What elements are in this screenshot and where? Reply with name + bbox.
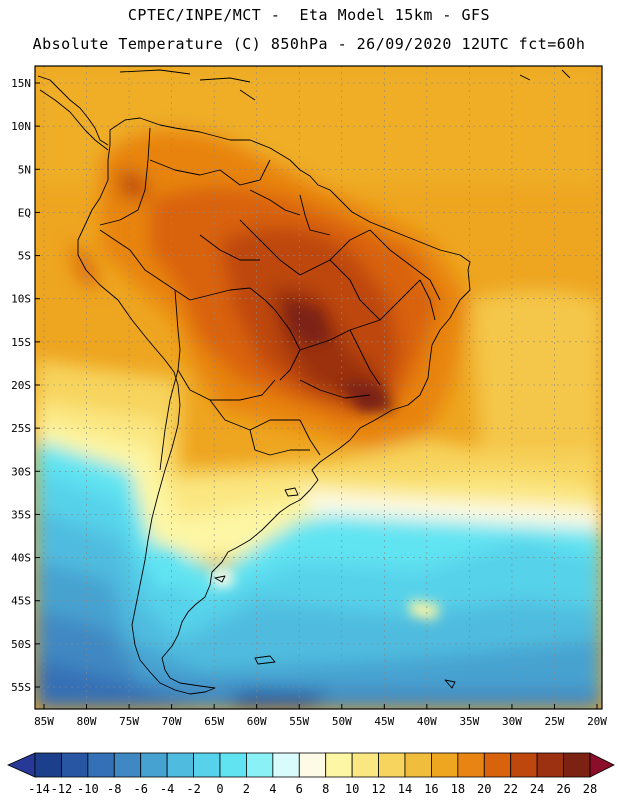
lat-tick-label: 40S: [11, 552, 31, 565]
colorbar-swatch: [246, 752, 274, 778]
colorbar-swatch: [378, 752, 406, 778]
colorbar-label: 12: [371, 782, 385, 796]
lat-tick-label: 35S: [11, 508, 31, 521]
colorbar-label: 0: [216, 782, 223, 796]
colorbar-over-arrow: [589, 752, 615, 778]
lat-tick-label: 55S: [11, 681, 31, 694]
colorbar-label: 10: [345, 782, 359, 796]
lat-tick-label: 45S: [11, 595, 31, 608]
lat-tick-label: 15S: [11, 336, 31, 349]
lat-tick-label: 25S: [11, 422, 31, 435]
colorbar-swatch: [298, 752, 327, 778]
colorbar-label: 22: [503, 782, 517, 796]
colorbar-label: 8: [322, 782, 329, 796]
colorbar-swatch: [166, 752, 194, 778]
colorbar-label: -4: [160, 782, 174, 796]
lon-tick-label: 30W: [502, 715, 522, 728]
lat-tick-label: 15N: [11, 77, 31, 90]
lon-tick-label: 25W: [545, 715, 565, 728]
lat-tick-label: 5N: [18, 163, 31, 176]
colorbar-swatch: [272, 752, 300, 778]
lon-tick-label: 50W: [332, 715, 352, 728]
colorbar-swatch: [536, 752, 564, 778]
colorbar-label: 14: [398, 782, 412, 796]
longitude-axis: 85W 80W 75W 70W 65W 60W 55W 50W 45W 40W 35W 30W 25W 2…: [34, 704, 607, 728]
colorbar-under-arrow: [7, 752, 36, 778]
lat-tick-label: 30S: [11, 465, 31, 478]
colorbar-swatch: [457, 752, 485, 778]
colorbar-label: -8: [107, 782, 121, 796]
map-title: CPTEC/INPE/MCT - Eta Model 15km - GFS: [127, 6, 491, 24]
south-america-coastline: [77, 117, 471, 695]
colorbar-label: 18: [451, 782, 465, 796]
lon-tick-label: 70W: [162, 715, 182, 728]
colorbar-label: -6: [133, 782, 147, 796]
colorbar-label: 2: [243, 782, 250, 796]
colorbar-label: 28: [583, 782, 597, 796]
colorbar-swatch: [431, 752, 459, 778]
map-subtitle: Absolute Temperature (C) 850hPa - 26/09/…: [32, 35, 586, 53]
coastlines-and-borders: [37, 69, 571, 695]
colorbar-label: 16: [424, 782, 438, 796]
lon-tick-label: 55W: [289, 715, 309, 728]
lat-tick-label: 10S: [11, 293, 31, 306]
lon-tick-label: 20W: [587, 715, 607, 728]
lon-tick-label: 65W: [204, 715, 224, 728]
lon-tick-label: 85W: [34, 715, 54, 728]
colorbar-swatch: [140, 752, 168, 778]
lat-tick-label: 50S: [11, 638, 31, 651]
colorbar-swatch: [61, 752, 89, 778]
plot-frame: [34, 65, 603, 710]
colorbar-swatch: [510, 752, 538, 778]
lat-tick-label: 20S: [11, 379, 31, 392]
lat-tick-label: 10N: [11, 120, 31, 133]
lon-tick-label: 40W: [417, 715, 437, 728]
latitude-axis: 15N 10N 5N EQ 5S 10S 15S 20S 25S 30S 35S 40S 45S 50S 5…: [11, 77, 40, 694]
colorbar-swatch: [351, 752, 379, 778]
colorbar-swatch: [193, 752, 221, 778]
colorbar-swatch: [325, 752, 353, 778]
lon-tick-label: 60W: [247, 715, 267, 728]
colorbar-label: 26: [556, 782, 570, 796]
colorbar-label: 24: [530, 782, 544, 796]
colorbar-label: 4: [269, 782, 276, 796]
colorbar-label: -2: [186, 782, 200, 796]
colorbar-label: -14: [28, 782, 50, 796]
colorbar: -14 -12 -10 -8 -6 -4 -2 0 2 4 6 8 10 12 14 16 18 20 22 24 26…: [7, 752, 615, 796]
colorbar-swatch: [219, 752, 247, 778]
colorbar-label: 20: [477, 782, 491, 796]
colorbar-swatch: [404, 752, 432, 778]
colorbar-swatch: [113, 752, 142, 778]
colorbar-label: -10: [77, 782, 99, 796]
temperature-field: [35, 66, 602, 709]
colorbar-label: -12: [51, 782, 73, 796]
graticule: [35, 66, 602, 709]
colorbar-label: 6: [296, 782, 303, 796]
colorbar-swatch: [87, 752, 115, 778]
lat-tick-label: 5S: [18, 250, 31, 263]
lon-tick-label: 75W: [119, 715, 139, 728]
lon-tick-label: 80W: [77, 715, 97, 728]
colorbar-swatch: [34, 752, 62, 778]
lon-tick-label: 45W: [374, 715, 394, 728]
lon-tick-label: 35W: [459, 715, 479, 728]
lat-tick-label: EQ: [18, 206, 31, 219]
colorbar-swatch: [563, 752, 591, 778]
colorbar-swatch: [483, 752, 512, 778]
